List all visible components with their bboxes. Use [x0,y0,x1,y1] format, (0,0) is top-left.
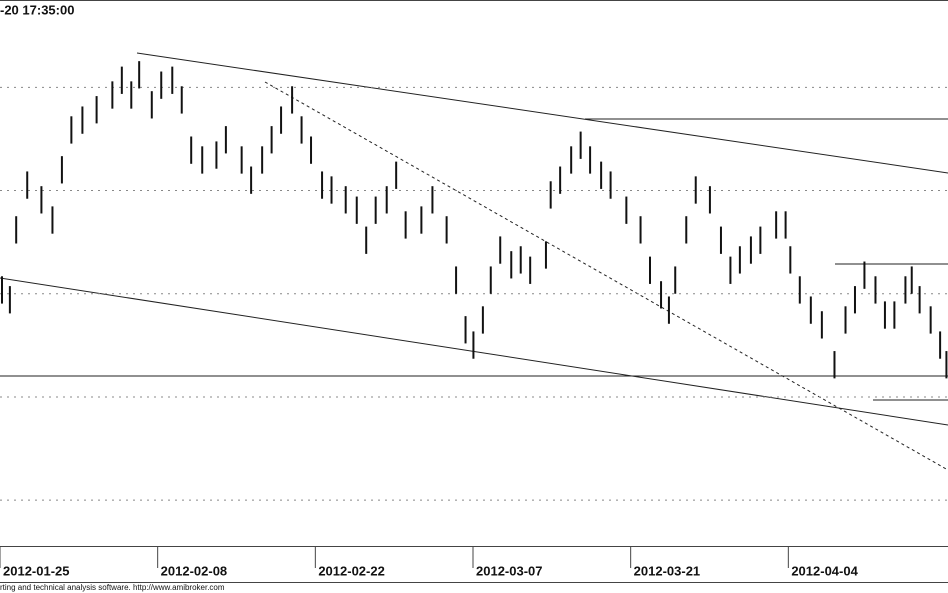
x-tick-label: 2012-02-22 [318,563,385,578]
x-tick-label: 2012-04-04 [791,563,858,578]
chart-title: -20 17:35:00 [0,2,74,17]
x-tick-label: 2012-01-25 [3,563,70,578]
trend-line [136,52,948,174]
x-tick-label: 2012-03-21 [634,563,701,578]
footer-text: rting and technical analysis software. h… [0,583,225,592]
x-tick-label: 2012-02-08 [161,563,228,578]
x-tick-label: 2012-03-07 [476,563,543,578]
trend-line [264,81,948,471]
